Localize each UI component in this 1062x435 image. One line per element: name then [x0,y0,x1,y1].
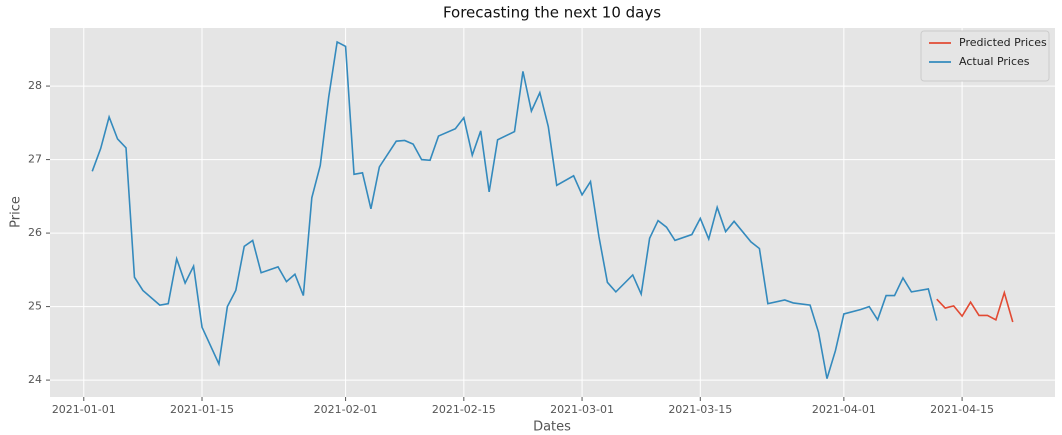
y-tick-label: 27 [28,153,42,166]
x-tick-label: 2021-04-15 [930,403,994,416]
legend-label: Predicted Prices [959,36,1047,49]
y-axis-label: Price [9,196,24,228]
y-tick-label: 25 [28,300,42,313]
x-tick-label: 2021-01-15 [170,403,234,416]
chart-title: Forecasting the next 10 days [443,4,661,22]
x-tick-label: 2021-03-15 [668,403,732,416]
x-tick-label: 2021-02-01 [314,403,378,416]
y-tick-label: 26 [28,226,42,239]
plot-area [50,28,1055,397]
x-axis-label: Dates [533,420,571,435]
x-tick-label: 2021-01-01 [52,403,116,416]
y-tick-label: 24 [28,373,42,386]
x-tick-label: 2021-04-01 [812,403,876,416]
x-tick-label: 2021-03-01 [550,403,614,416]
series-line [91,40,938,379]
y-tick-label: 28 [28,79,42,92]
legend-label: Actual Prices [959,55,1030,68]
series-line [936,289,1014,323]
x-tick-label: 2021-02-15 [432,403,496,416]
legend-box [920,30,1050,82]
